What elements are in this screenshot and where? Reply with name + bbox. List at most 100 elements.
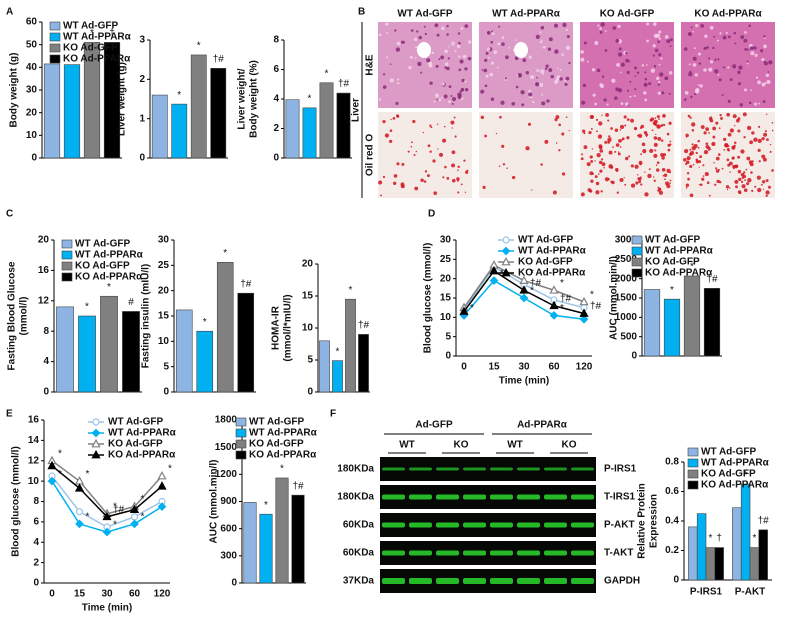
bar xyxy=(688,526,698,581)
micrograph-dot xyxy=(591,148,594,150)
x-tick-label: 120 xyxy=(576,362,593,373)
blot-band xyxy=(571,522,594,528)
micrograph-dot xyxy=(603,98,607,102)
y-axis-label: (mmol/l) xyxy=(19,297,30,336)
legend-label: KO Ad-PPARα xyxy=(701,480,769,491)
micrograph-dot xyxy=(493,50,498,54)
y-tick-label: 30 xyxy=(26,85,38,96)
micrograph-dot xyxy=(688,152,693,156)
lane-label: KO xyxy=(454,440,469,451)
micrograph-dot xyxy=(698,183,701,186)
micrograph-dot xyxy=(648,82,652,86)
micrograph-dot xyxy=(438,58,441,61)
panel-letter: B xyxy=(358,7,365,18)
micrograph-dot xyxy=(738,177,742,182)
micrograph-dot xyxy=(415,45,418,49)
micrograph-dot xyxy=(740,149,745,154)
panel-letter: F xyxy=(330,409,336,420)
micrograph-dot xyxy=(664,76,669,81)
micrograph-dot xyxy=(603,167,605,169)
micrograph-dot xyxy=(703,131,707,135)
micrograph-dot xyxy=(542,73,545,75)
micrograph-dot xyxy=(580,57,585,62)
micrograph-dot xyxy=(763,132,768,137)
x-tick-label: 30 xyxy=(101,589,113,600)
significance-label: * xyxy=(752,533,756,544)
micrograph-dot xyxy=(614,96,618,100)
micrograph-dot xyxy=(749,46,754,51)
legend-label: WT Ad-PPARα xyxy=(108,428,177,439)
bar xyxy=(196,330,214,393)
protein-label: P-AKT xyxy=(604,520,635,531)
micrograph-dot xyxy=(739,103,743,107)
micrograph-dot xyxy=(737,155,741,159)
y-tick-label: 0 xyxy=(33,578,39,589)
micrograph-dot xyxy=(653,153,658,158)
micrograph-dot xyxy=(662,114,666,118)
y-axis-label: Expression xyxy=(649,494,660,548)
y-tick-label: 0 xyxy=(273,153,279,164)
micrograph-dot xyxy=(744,179,747,182)
micrograph-dot xyxy=(604,177,610,182)
micrograph-dot xyxy=(766,138,769,142)
bar xyxy=(175,309,193,393)
micrograph-dot xyxy=(717,168,720,171)
micrograph-dot xyxy=(396,41,401,46)
y-tick-label: 1 xyxy=(139,113,145,124)
micrograph-dot xyxy=(745,168,748,171)
micrograph-dot xyxy=(450,120,455,125)
micrograph-dot xyxy=(541,93,544,96)
micrograph-dot xyxy=(620,124,625,129)
micrograph-dot xyxy=(709,25,714,30)
micrograph-dot xyxy=(601,114,603,116)
micrograph-dot xyxy=(642,149,647,154)
micrograph-dot xyxy=(433,191,438,195)
micrograph-dot xyxy=(644,71,647,74)
micrograph-dot xyxy=(436,98,439,101)
micrograph-dot xyxy=(423,180,427,183)
micrograph-dot xyxy=(634,88,637,91)
point xyxy=(75,508,84,516)
micrograph-dot xyxy=(702,164,705,167)
micrograph-dot xyxy=(580,192,585,197)
micrograph-dot xyxy=(586,162,591,167)
micrograph-dot xyxy=(564,82,568,86)
micrograph-dot xyxy=(480,115,484,120)
micrograph-dot xyxy=(634,75,637,77)
micrograph-dot xyxy=(698,166,700,168)
legend-swatch xyxy=(61,272,73,282)
micrograph-dot xyxy=(395,101,399,106)
micrograph-dot xyxy=(617,152,621,156)
point xyxy=(75,519,84,529)
micrograph-dot xyxy=(608,135,611,138)
blot-band xyxy=(436,522,459,528)
y-tick-label: 5 xyxy=(307,355,313,366)
y-tick-label: 8 xyxy=(33,496,39,507)
significance-label: * xyxy=(560,278,564,289)
micrograph-dot xyxy=(467,40,472,44)
micrograph-dot xyxy=(434,93,440,98)
point xyxy=(579,314,589,324)
micrograph-dot xyxy=(515,39,517,41)
micrograph-dot xyxy=(705,142,709,146)
micrograph-dot xyxy=(685,187,688,189)
micrograph-dot xyxy=(771,129,774,132)
micrograph-bg xyxy=(378,112,472,198)
micrograph-dot xyxy=(746,125,752,131)
significance-label: * xyxy=(470,303,474,314)
blot-band xyxy=(490,578,513,584)
micrograph-dot xyxy=(641,142,646,147)
significance-label: * xyxy=(113,501,117,512)
micrograph-dot xyxy=(407,150,410,153)
blot-band xyxy=(571,467,594,471)
micrograph-dot xyxy=(535,34,540,39)
micrograph-dot xyxy=(440,55,445,60)
micrograph-dot xyxy=(727,132,732,137)
bar xyxy=(336,92,351,159)
point xyxy=(157,470,167,480)
legend-label: KO Ad-PPARα xyxy=(518,268,586,279)
micrograph xyxy=(378,22,472,108)
micrograph-dot xyxy=(562,22,567,28)
legend-swatch xyxy=(631,235,643,245)
micrograph-dot xyxy=(635,181,639,185)
